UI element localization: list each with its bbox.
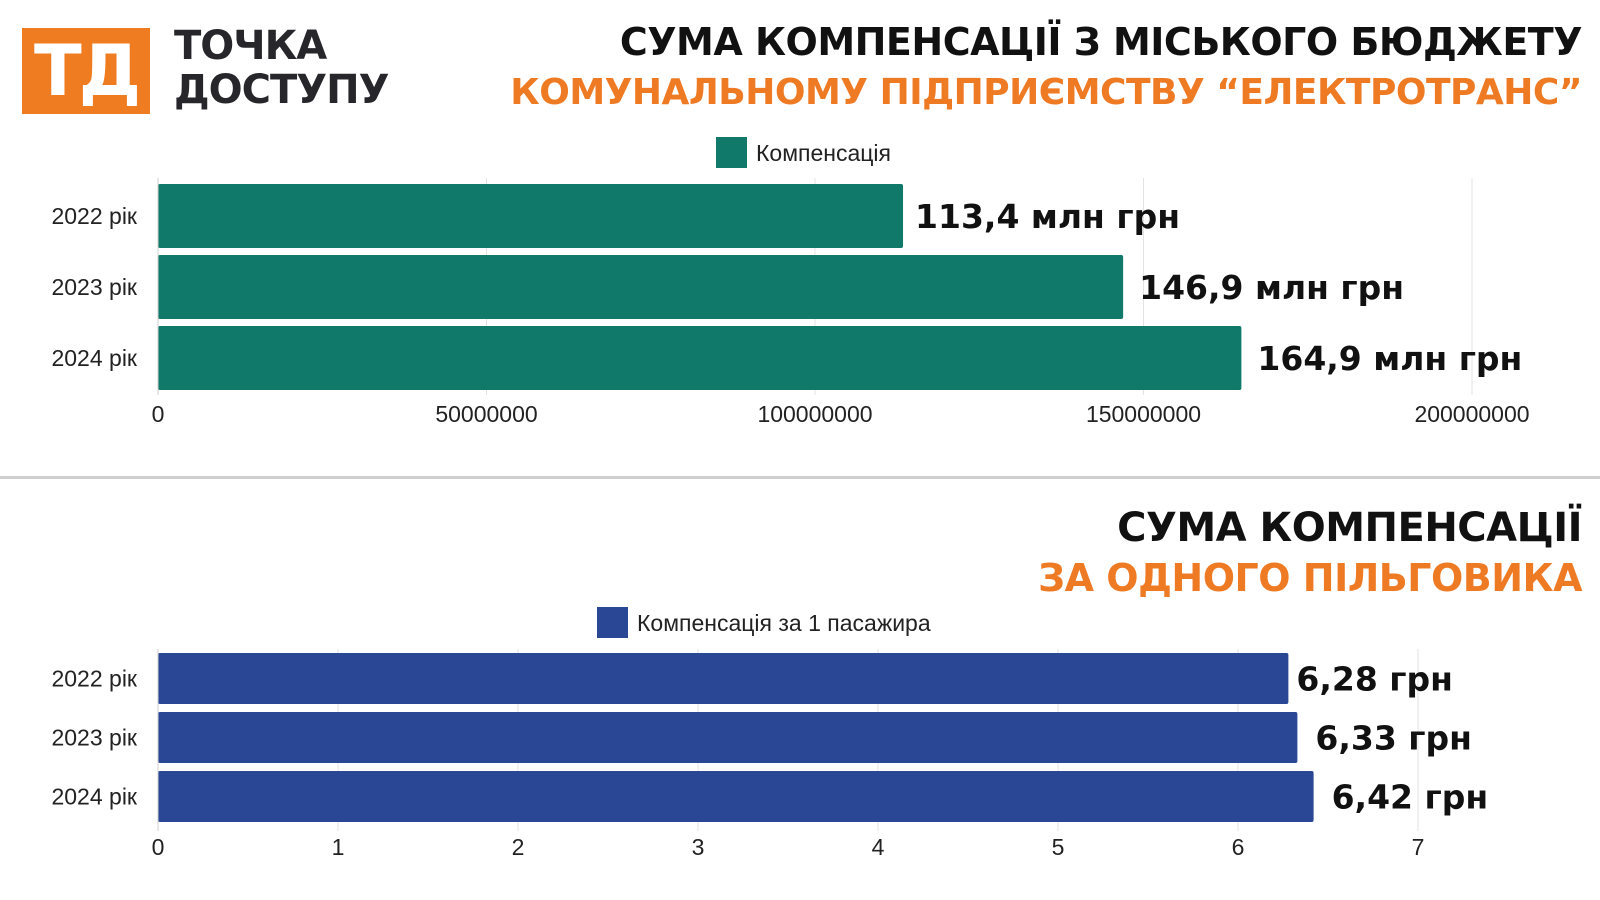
chart2-tick-label: 7	[1412, 834, 1425, 860]
chart1-tick-label: 100000000	[757, 401, 872, 427]
chart2-bar	[158, 771, 1314, 822]
chart1-category-label: 2022 рік	[51, 203, 137, 229]
chart1-title: СУМА КОМПЕНСАЦІЇ З МІСЬКОГО БЮДЖЕТУ	[619, 20, 1583, 64]
chart2-category-label: 2023 рік	[51, 725, 137, 751]
chart2-tick-label: 5	[1052, 834, 1065, 860]
chart2-data-label: 6,33 грн	[1315, 719, 1472, 758]
chart2-tick-label: 0	[152, 834, 165, 860]
chart2-legend: Компенсація за 1 пасажира	[597, 607, 931, 638]
chart2-subtitle: ЗА ОДНОГО ПІЛЬГОВИКА	[1038, 556, 1582, 600]
chart1-tick-label: 200000000	[1414, 401, 1529, 427]
chart1-bar	[158, 326, 1242, 390]
section-divider	[0, 476, 1600, 479]
chart2-bar	[158, 712, 1298, 763]
chart2-tick-label: 2	[512, 834, 525, 860]
chart1-tick-label: 50000000	[435, 401, 537, 427]
chart2-legend-swatch	[597, 607, 628, 638]
chart2-title: СУМА КОМПЕНСАЦІЇ	[1117, 505, 1582, 551]
chart1-data-label: 164,9 млн грн	[1257, 339, 1522, 378]
chart2-legend-label: Компенсація за 1 пасажира	[637, 610, 931, 636]
logo-wordmark: ТОЧКА ДОСТУПУ	[174, 23, 389, 113]
chart2-data-label: 6,42 грн	[1332, 778, 1489, 817]
chart1-legend: Компенсація	[716, 137, 891, 168]
chart2-category-label: 2022 рік	[51, 666, 137, 692]
chart1-subtitle: КОМУНАЛЬНОМУ ПІДПРИЄМСТВУ “ЕЛЕКТРОТРАНС”	[510, 72, 1582, 113]
chart1-tick-label: 0	[152, 401, 165, 427]
chart1-legend-swatch	[716, 137, 747, 168]
chart2-category-label: 2024 рік	[51, 784, 137, 810]
chart1-bar	[158, 255, 1124, 319]
logo-line-1: ТОЧКА	[174, 23, 327, 69]
chart2-bar	[158, 653, 1289, 704]
chart1-legend-label: Компенсація	[756, 140, 891, 166]
chart1-bar	[158, 184, 904, 248]
chart1-category-label: 2023 рік	[51, 274, 137, 300]
chart2-tick-label: 1	[332, 834, 345, 860]
chart-total-compensation: Компенсація 2022 рік 113,4 млн грн 2023 рік…	[51, 137, 1530, 427]
chart2-tick-label: 3	[692, 834, 705, 860]
chart1-tick-label: 150000000	[1086, 401, 1201, 427]
chart1-category-label: 2024 рік	[51, 345, 137, 371]
logo-mark: ТД	[22, 28, 150, 114]
chart2-data-label: 6,28 грн	[1296, 660, 1453, 699]
chart-per-passenger-compensation: Компенсація за 1 пасажира 2022 рік 6,28 гр…	[51, 607, 1489, 860]
chart1-data-label: 146,9 млн грн	[1139, 268, 1404, 307]
chart2-tick-label: 6	[1232, 834, 1245, 860]
chart1-data-label: 113,4 млн грн	[915, 197, 1180, 236]
chart2-tick-label: 4	[872, 834, 885, 860]
logo-line-2: ДОСТУПУ	[174, 67, 389, 113]
